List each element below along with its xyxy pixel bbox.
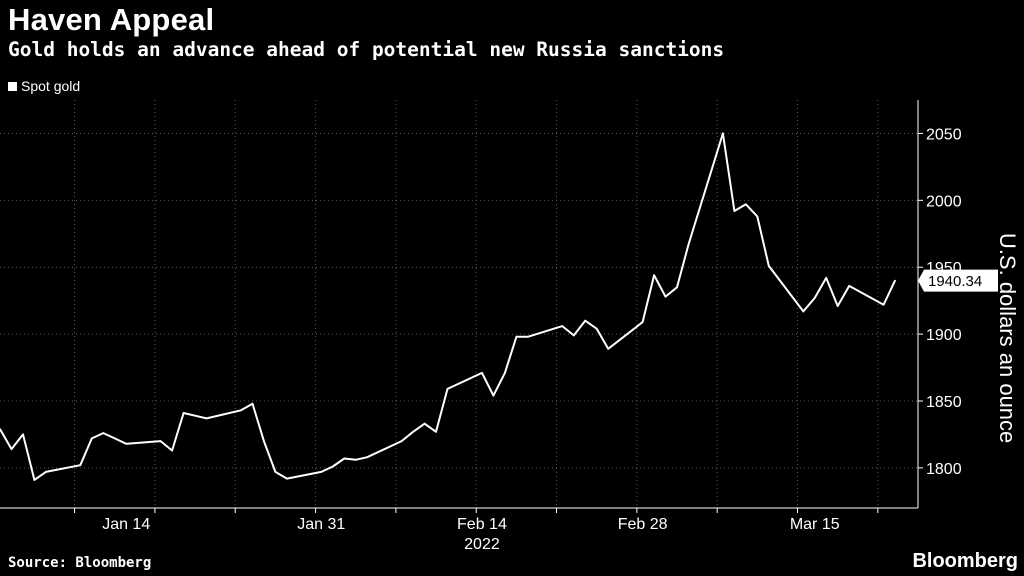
data-point	[320, 471, 323, 473]
x-axis: Jan 14 Jan 31 Feb 14 Feb 28 Mar 15 2022	[0, 507, 918, 553]
last-value-box	[918, 269, 998, 292]
data-point	[894, 279, 896, 282]
last-value-label: 1940.34	[928, 273, 982, 290]
y-tick-label: 1800	[926, 461, 962, 478]
data-point	[79, 464, 82, 466]
data-point	[504, 372, 506, 374]
y-tick-label: 1900	[926, 327, 962, 344]
data-point	[446, 388, 449, 390]
x-tick-label: Mar 15	[790, 516, 840, 533]
data-point	[240, 409, 242, 412]
data-point	[159, 440, 162, 442]
data-point	[366, 456, 369, 458]
data-point	[194, 414, 196, 417]
data-point	[251, 402, 254, 405]
data-point	[492, 394, 495, 397]
chart-title: Haven Appeal	[8, 2, 215, 37]
data-point	[286, 477, 288, 480]
data-point	[113, 437, 116, 440]
data-point	[813, 297, 816, 299]
data-point	[400, 440, 403, 442]
data-point	[676, 286, 678, 289]
data-point	[653, 274, 655, 277]
data-point	[125, 442, 128, 445]
data-point	[435, 430, 437, 433]
data-point	[102, 432, 105, 434]
source-note: Source: Bloomberg	[8, 555, 152, 571]
data-point	[768, 265, 770, 267]
series-line-spot-gold	[0, 132, 896, 481]
data-point	[412, 430, 414, 433]
x-tick-label: Jan 14	[102, 516, 150, 533]
data-point	[733, 210, 736, 212]
y-tick-label: 1850	[926, 394, 962, 411]
data-point	[664, 295, 667, 298]
data-point	[561, 325, 564, 327]
y-tick-label: 2050	[926, 126, 962, 143]
brand-logo: Bloomberg	[912, 550, 1018, 572]
x-tick-label: Jan 31	[297, 516, 345, 533]
data-point	[848, 285, 850, 287]
data-point	[22, 433, 24, 436]
data-point	[91, 437, 93, 440]
data-point	[882, 303, 885, 306]
legend-swatch	[8, 81, 17, 91]
data-point	[45, 471, 47, 473]
data-point	[584, 319, 587, 322]
series-group	[0, 132, 896, 481]
data-point	[423, 422, 426, 425]
data-point	[182, 412, 185, 414]
data-point	[515, 335, 518, 338]
data-point	[343, 457, 346, 460]
data-point	[745, 203, 747, 206]
data-point	[331, 465, 334, 468]
data-point	[354, 459, 357, 461]
data-point	[607, 348, 609, 350]
data-point	[825, 277, 827, 279]
data-point	[527, 335, 529, 338]
data-point	[33, 479, 36, 481]
data-point	[171, 449, 173, 452]
legend: Spot gold	[8, 78, 80, 94]
data-point	[595, 327, 598, 330]
data-point	[10, 448, 13, 450]
data-point	[205, 417, 208, 420]
data-point	[722, 132, 724, 135]
grid	[0, 100, 918, 508]
data-point	[687, 243, 690, 246]
data-point	[0, 428, 1, 430]
data-point	[641, 321, 644, 323]
legend-label: Spot gold	[21, 78, 81, 94]
y-axis-title: U.S. dollars an ounce	[995, 233, 1020, 443]
last-value-callout: 1940.34	[918, 269, 998, 292]
data-point	[756, 215, 759, 218]
data-point	[802, 310, 805, 313]
data-point	[836, 305, 839, 307]
data-point	[274, 471, 277, 473]
data-point	[481, 372, 483, 374]
data-point	[263, 440, 265, 442]
x-tick-label: Feb 14	[457, 516, 507, 533]
data-point	[572, 334, 575, 337]
chart-subtitle: Gold holds an advance ahead of potential…	[8, 38, 725, 61]
x-year-label: 2022	[464, 536, 500, 553]
y-tick-label: 2000	[926, 193, 962, 210]
x-tick-label: Feb 28	[618, 516, 668, 533]
